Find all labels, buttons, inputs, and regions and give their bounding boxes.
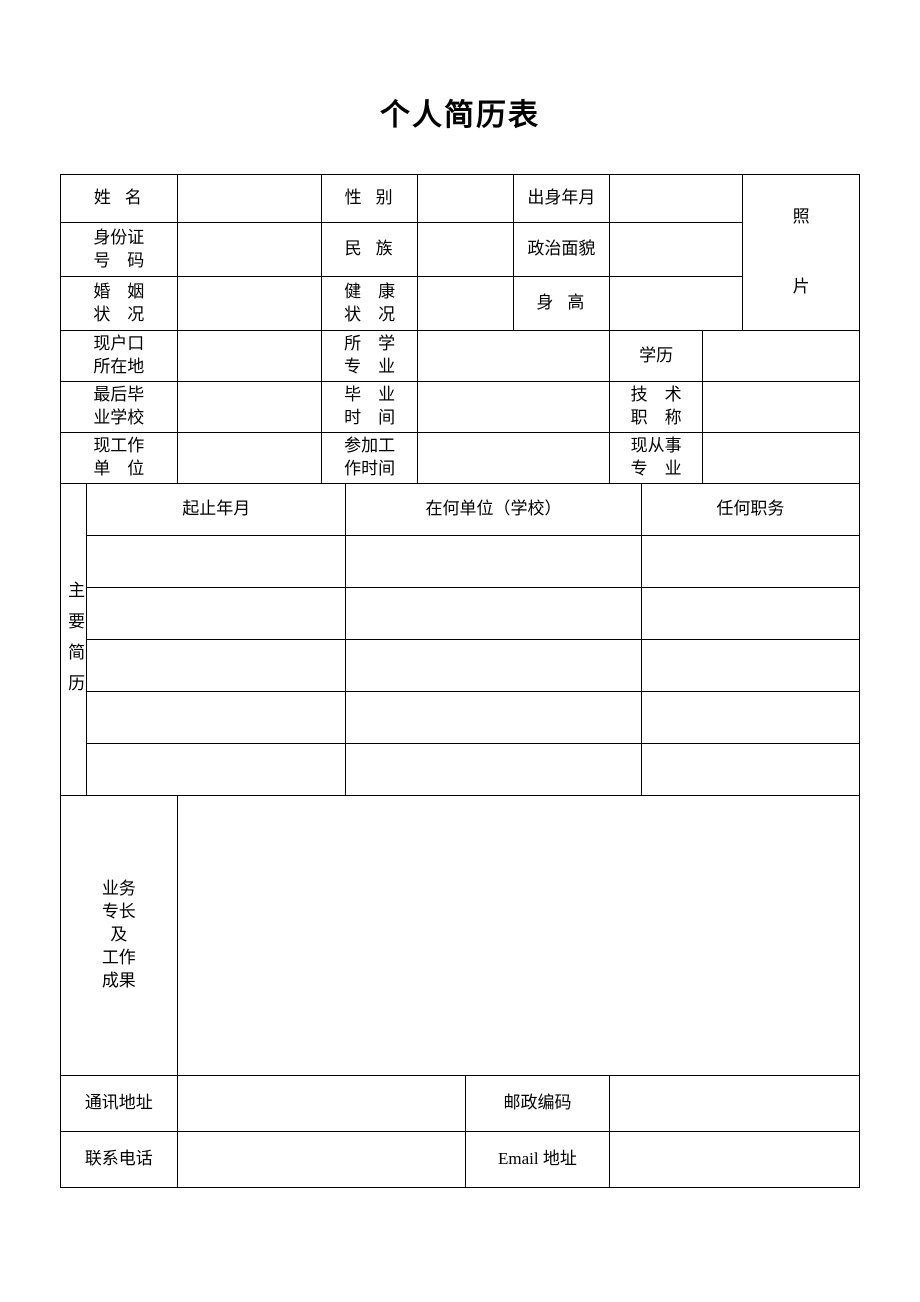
label-specialty: 业务 专长 及 工作 成果 [61,795,178,1075]
value-specialty[interactable] [177,795,859,1075]
table-row[interactable] [87,535,346,587]
table-row[interactable] [87,639,346,691]
value-political[interactable] [609,223,742,277]
label-workunit: 现工作 单 位 [61,432,178,483]
value-edu[interactable] [703,331,860,382]
label-address: 通讯地址 [61,1075,178,1131]
label-postcode: 邮政编码 [466,1075,610,1131]
label-ethnic: 民族 [322,223,418,277]
label-major: 所 学 专 业 [322,331,418,382]
resume-table: 姓名 性别 出身年月 照 片 身份证 号 码 民族 政治面貌 [60,174,860,1188]
table-row[interactable] [641,587,859,639]
photo-cell[interactable]: 照 片 [743,175,860,331]
label-marital: 婚 姻 状 况 [61,277,178,331]
table-row[interactable] [641,743,859,795]
value-techtitle[interactable] [703,381,860,432]
table-row[interactable] [641,535,859,587]
label-name: 姓名 [61,175,178,223]
label-edu: 学历 [609,331,702,382]
label-birth: 出身年月 [513,175,609,223]
label-hukou: 现户口 所在地 [61,331,178,382]
table-row[interactable] [346,535,642,587]
value-major[interactable] [418,331,610,382]
value-marital[interactable] [177,277,322,331]
value-gender[interactable] [418,175,514,223]
label-political: 政治面貌 [513,223,609,277]
col-position: 任何职务 [641,483,859,535]
value-height[interactable] [609,277,742,331]
value-birth[interactable] [609,175,742,223]
label-phone: 联系电话 [61,1131,178,1187]
label-email: Email 地址 [466,1131,610,1187]
value-curmajor[interactable] [703,432,860,483]
label-curmajor: 现从事 专 业 [609,432,702,483]
label-gender: 性别 [322,175,418,223]
label-gradtime: 毕 业 时 间 [322,381,418,432]
value-school[interactable] [177,381,322,432]
photo-label-bottom: 片 [745,276,857,298]
label-height: 身高 [513,277,609,331]
table-row[interactable] [346,743,642,795]
value-id[interactable] [177,223,322,277]
value-ethnic[interactable] [418,223,514,277]
col-period: 起止年月 [87,483,346,535]
label-techtitle: 技 术 职 称 [609,381,702,432]
table-row[interactable] [641,691,859,743]
value-workstart[interactable] [418,432,610,483]
value-phone[interactable] [177,1131,465,1187]
col-unit: 在何单位（学校） [346,483,642,535]
value-health[interactable] [418,277,514,331]
value-name[interactable] [177,175,322,223]
page-title: 个人简历表 [60,90,860,134]
resume-form: 个人简历表 姓名 性别 出身年月 照 片 [0,0,920,1248]
label-resume-side: 主要简历 [61,483,87,795]
photo-label-top: 照 [745,206,857,228]
table-row[interactable] [346,639,642,691]
table-row[interactable] [346,691,642,743]
label-id: 身份证 号 码 [61,223,178,277]
value-email[interactable] [609,1131,859,1187]
table-row[interactable] [87,587,346,639]
value-workunit[interactable] [177,432,322,483]
value-hukou[interactable] [177,331,322,382]
label-health: 健 康 状 况 [322,277,418,331]
table-row[interactable] [87,743,346,795]
table-row[interactable] [87,691,346,743]
value-postcode[interactable] [609,1075,859,1131]
value-gradtime[interactable] [418,381,610,432]
label-school: 最后毕 业学校 [61,381,178,432]
table-row[interactable] [641,639,859,691]
value-address[interactable] [177,1075,465,1131]
table-row[interactable] [346,587,642,639]
label-workstart: 参加工 作时间 [322,432,418,483]
